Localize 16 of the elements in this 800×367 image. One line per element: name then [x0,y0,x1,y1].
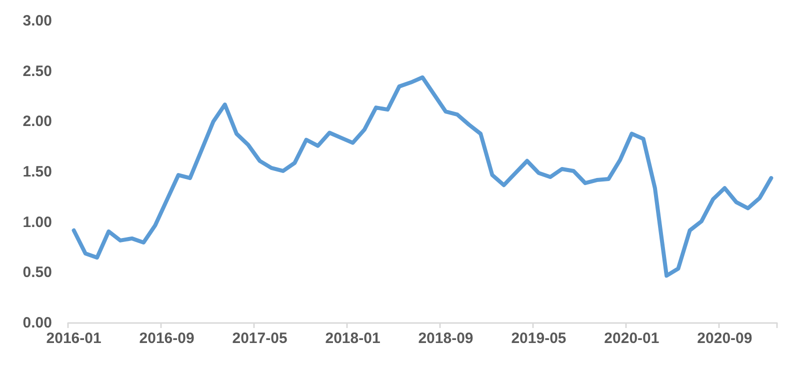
x-tick-label: 2016-09 [139,330,194,347]
x-tick-label: 2020-09 [697,330,752,347]
x-tick-label: 2018-01 [325,330,380,347]
line-series [72,75,774,278]
y-tick-label: 1.50 [22,164,52,180]
y-tick-label: 2.00 [22,113,52,130]
y-tick-label: 3.00 [22,12,52,30]
x-tick-label: 2016-01 [46,330,102,347]
y-tick-label: 0.00 [22,314,52,332]
x-tick-label: 2018-09 [418,330,474,347]
y-tick-label: 2.50 [22,62,52,80]
x-tick-label: 2020-01 [604,330,660,347]
y-tick-label: 1.00 [22,214,52,231]
y-tick-label: 0.50 [22,264,52,282]
x-tick-label: 2017-05 [232,330,288,347]
x-tick-label: 2019-05 [511,330,566,347]
